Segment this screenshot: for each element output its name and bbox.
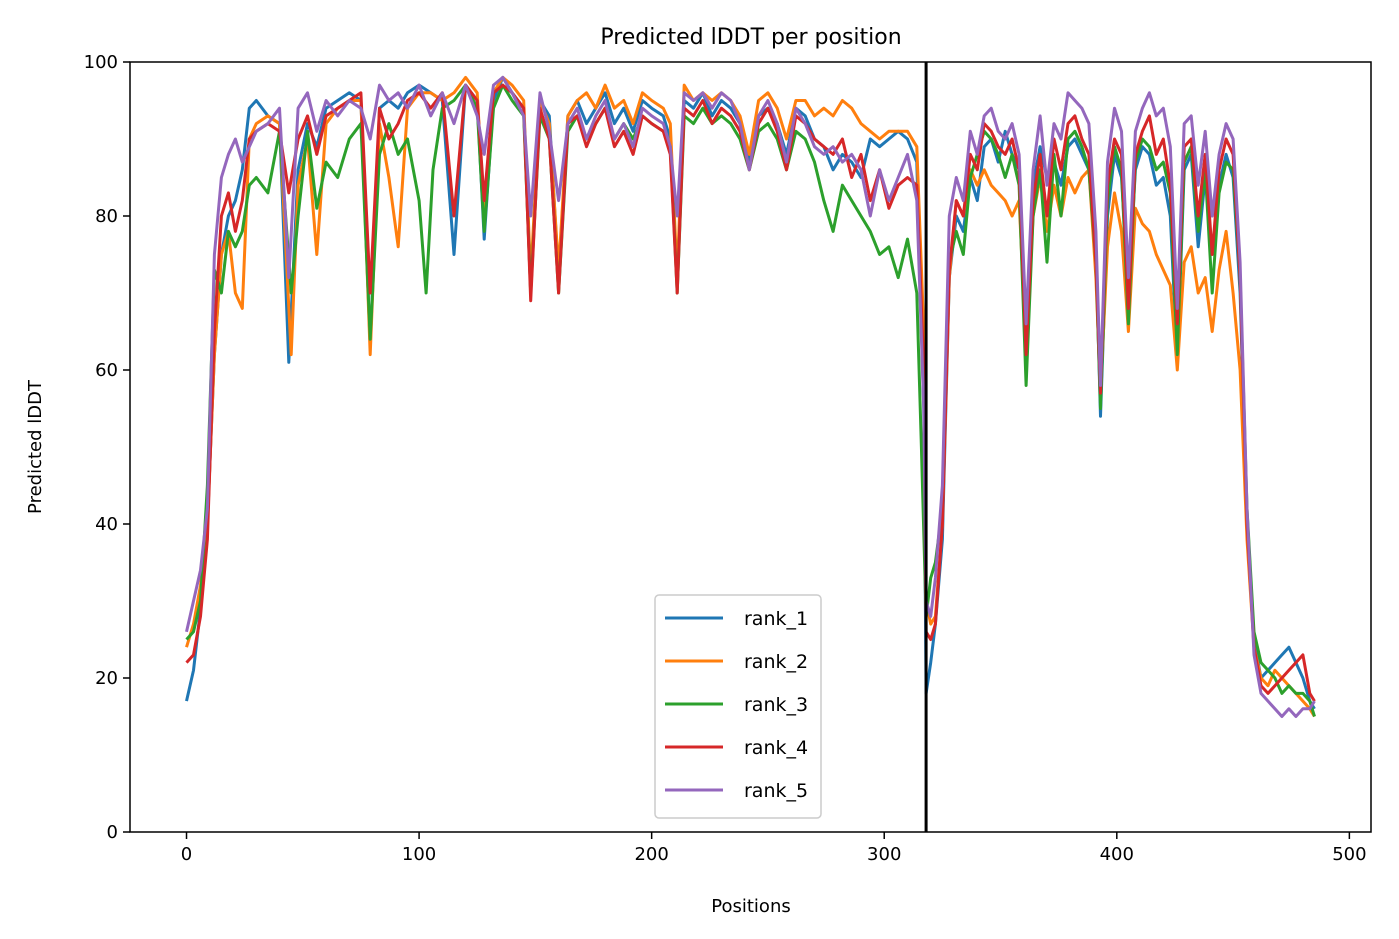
series-line-rank-3 bbox=[185, 83, 1316, 717]
legend-box bbox=[654, 594, 822, 819]
series-line-rank-5 bbox=[185, 75, 1316, 718]
y-tick-label: 0 bbox=[107, 822, 118, 843]
y-tick-label: 40 bbox=[95, 514, 118, 535]
y-tick-label: 20 bbox=[95, 668, 118, 689]
chart-title: Predicted lDDT per position bbox=[600, 25, 901, 50]
legend-label-rank-2: rank_2 bbox=[744, 651, 808, 673]
y-tick-label: 60 bbox=[95, 360, 118, 381]
legend-label-rank-3: rank_3 bbox=[744, 694, 808, 716]
x-tick-label: 100 bbox=[402, 844, 436, 865]
x-tick-label: 200 bbox=[634, 844, 668, 865]
series-line-rank-4 bbox=[185, 83, 1316, 702]
plot-area-frame bbox=[129, 61, 1372, 833]
ticks-layer: 0 100 200 300 400 500 0 20 40 60 80 100 bbox=[84, 52, 1367, 865]
legend-label-rank-4: rank_4 bbox=[744, 737, 808, 759]
x-tick-label: 500 bbox=[1332, 844, 1366, 865]
x-tick-label: 300 bbox=[867, 844, 901, 865]
y-axis-label: Predicted lDDT bbox=[25, 379, 46, 514]
series-layer bbox=[185, 75, 1316, 718]
legend-label-rank-5: rank_5 bbox=[744, 780, 808, 802]
legend-label-rank-1: rank_1 bbox=[744, 608, 808, 630]
x-axis-label: Positions bbox=[711, 896, 790, 917]
y-tick-label: 80 bbox=[95, 206, 118, 227]
y-tick-label: 100 bbox=[84, 52, 118, 73]
x-tick-label: 400 bbox=[1100, 844, 1134, 865]
legend: rank_1 rank_2 rank_3 rank_4 rank_5 bbox=[654, 594, 822, 819]
series-line-rank-2 bbox=[185, 75, 1316, 718]
x-tick-label: 0 bbox=[181, 844, 192, 865]
